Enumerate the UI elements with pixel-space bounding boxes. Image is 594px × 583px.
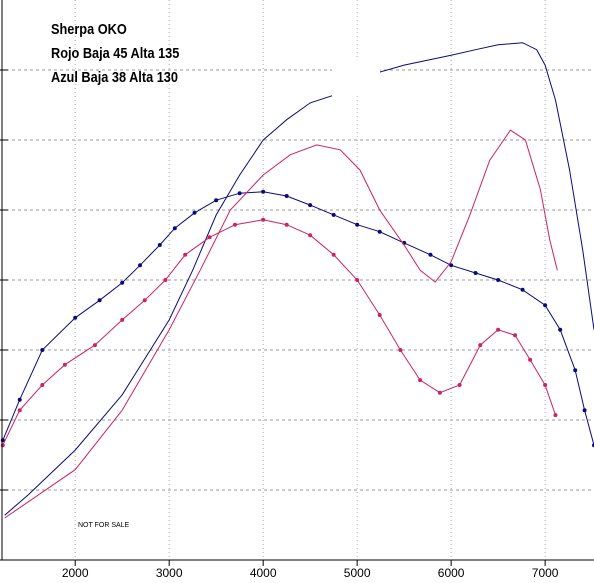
point xyxy=(377,229,382,234)
point xyxy=(573,368,578,373)
plot xyxy=(0,42,594,519)
series-line xyxy=(4,42,594,516)
point xyxy=(172,226,177,231)
point xyxy=(142,298,147,303)
point xyxy=(558,327,563,332)
x-tick-label: 2000 xyxy=(62,566,89,580)
point xyxy=(17,397,22,402)
point xyxy=(192,210,197,215)
x-tick-label: 5000 xyxy=(344,566,371,580)
point xyxy=(157,243,162,247)
point xyxy=(331,252,336,257)
point xyxy=(183,252,188,257)
point xyxy=(62,362,67,367)
point xyxy=(528,357,533,362)
annotation: Azul Baja 38 Alta 130 xyxy=(51,68,178,85)
point xyxy=(437,390,442,395)
point xyxy=(214,198,219,203)
point xyxy=(17,408,22,413)
point xyxy=(284,194,289,198)
point xyxy=(331,212,336,217)
point xyxy=(73,315,78,320)
point xyxy=(543,303,548,308)
point xyxy=(92,343,97,348)
label-box xyxy=(332,58,380,96)
point xyxy=(261,189,266,194)
point xyxy=(398,348,403,352)
annotation: Sherpa OKO xyxy=(51,20,127,37)
point xyxy=(308,233,313,238)
point xyxy=(120,280,125,285)
point xyxy=(428,252,433,257)
point xyxy=(40,383,45,387)
point xyxy=(163,278,168,282)
point xyxy=(232,222,237,227)
point xyxy=(377,313,382,317)
point xyxy=(207,235,212,240)
x-tick-label: 7000 xyxy=(532,566,559,580)
point xyxy=(520,287,525,292)
point xyxy=(284,222,289,227)
point xyxy=(457,383,462,387)
series-line xyxy=(4,129,558,519)
point xyxy=(513,333,518,338)
point xyxy=(355,278,360,282)
point xyxy=(97,298,102,303)
x-tick-label: 3000 xyxy=(156,566,183,580)
point xyxy=(0,443,5,448)
footnote: NOT FOR SALE xyxy=(78,522,130,529)
point xyxy=(40,348,45,352)
x-tick-label: 4000 xyxy=(250,566,277,580)
point xyxy=(261,217,266,222)
point xyxy=(138,263,143,268)
point xyxy=(473,271,478,275)
point xyxy=(496,327,501,332)
point xyxy=(496,278,501,282)
point xyxy=(553,413,558,418)
point xyxy=(478,343,483,348)
point xyxy=(543,383,548,387)
annotation: Rojo Baja 45 Alta 135 xyxy=(51,44,180,61)
point xyxy=(237,191,242,196)
point xyxy=(449,263,454,268)
point xyxy=(355,222,360,227)
point xyxy=(308,203,313,208)
point xyxy=(582,408,587,413)
point xyxy=(418,378,423,383)
point xyxy=(120,317,125,322)
x-tick-label: 6000 xyxy=(438,566,465,580)
